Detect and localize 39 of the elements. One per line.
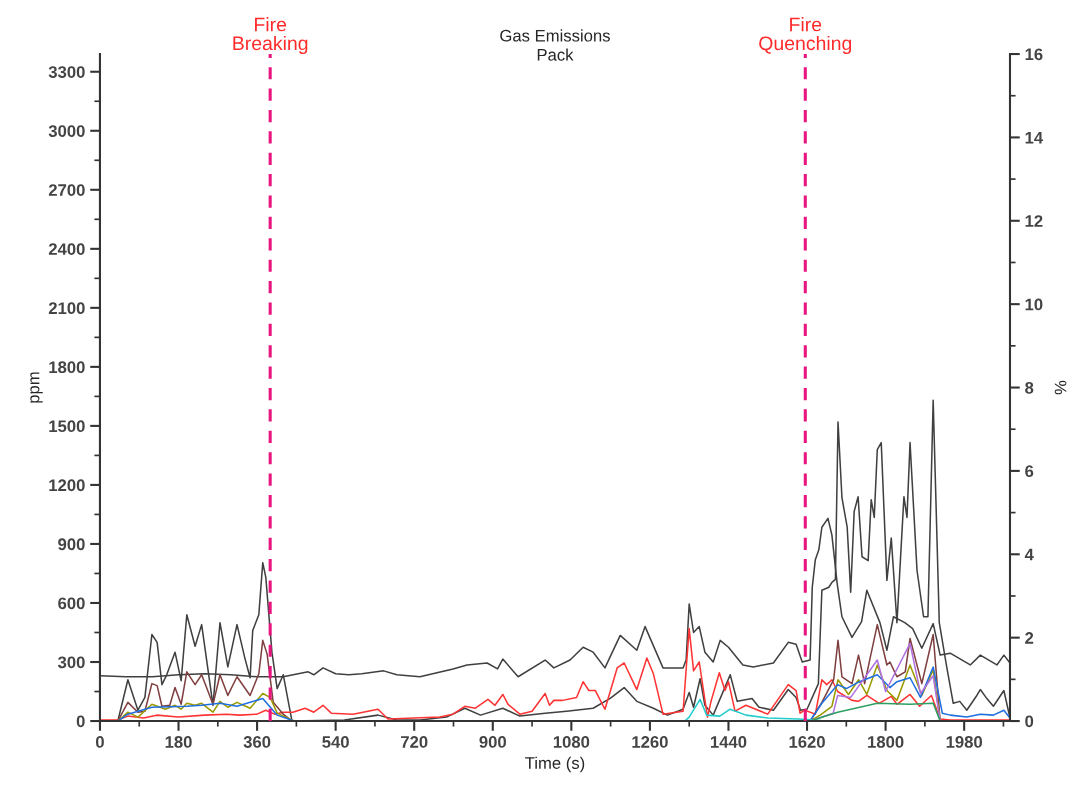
- x-tick-label: 360: [243, 736, 271, 748]
- x-tick-label: 0: [95, 736, 104, 748]
- y2-tick-label: 2: [1025, 632, 1034, 644]
- y-tick-label: 2100: [48, 302, 85, 315]
- y2-axis-title: %: [1054, 380, 1067, 395]
- y-tick-label: 0: [76, 715, 85, 728]
- y-tick-label: 900: [58, 538, 85, 551]
- x-axis-title: Time (s): [525, 756, 585, 773]
- y2-tick-label: 12: [1025, 215, 1043, 227]
- y2-tick-label: 6: [1025, 465, 1034, 478]
- y-tick-label: 2700: [48, 184, 85, 196]
- y-axis-title: ppm: [30, 372, 43, 403]
- x-tick-label: 1080: [553, 736, 590, 748]
- y-tick-label: 3000: [48, 125, 85, 137]
- chart-title: Gas Emissions Pack: [500, 29, 610, 61]
- ref-line-label: Fire Breaking: [233, 17, 308, 55]
- y-tick-label: 2400: [48, 243, 85, 256]
- y-tick-label: 300: [57, 656, 85, 669]
- y-tick-label: 1800: [49, 361, 85, 374]
- y-tick-label: 1500: [49, 420, 85, 433]
- y-tick-label: 1200: [49, 479, 85, 492]
- y2-tick-label: 10: [1025, 298, 1043, 311]
- x-tick-label: 1980: [946, 736, 983, 748]
- y2-tick-label: 4: [1024, 548, 1034, 561]
- x-tick-label: 180: [165, 736, 192, 748]
- y2-tick-label: 14: [1025, 131, 1044, 144]
- y2-tick-label: 16: [1025, 48, 1043, 61]
- y-tick-label: 600: [58, 597, 85, 610]
- y2-tick-label: 0: [1025, 715, 1034, 728]
- x-tick-label: 1260: [632, 736, 668, 748]
- x-tick-label: 900: [479, 736, 506, 748]
- x-tick-label: 1620: [789, 736, 825, 748]
- x-tick-label: 1440: [710, 736, 747, 748]
- x-tick-label: 720: [401, 736, 428, 748]
- y2-tick-label: 8: [1025, 381, 1034, 394]
- x-tick-label: 540: [322, 736, 349, 748]
- ref-line-label: Fire Quenching: [759, 17, 852, 55]
- x-tick-label: 1800: [868, 736, 904, 748]
- y-tick-label: 3300: [48, 66, 85, 78]
